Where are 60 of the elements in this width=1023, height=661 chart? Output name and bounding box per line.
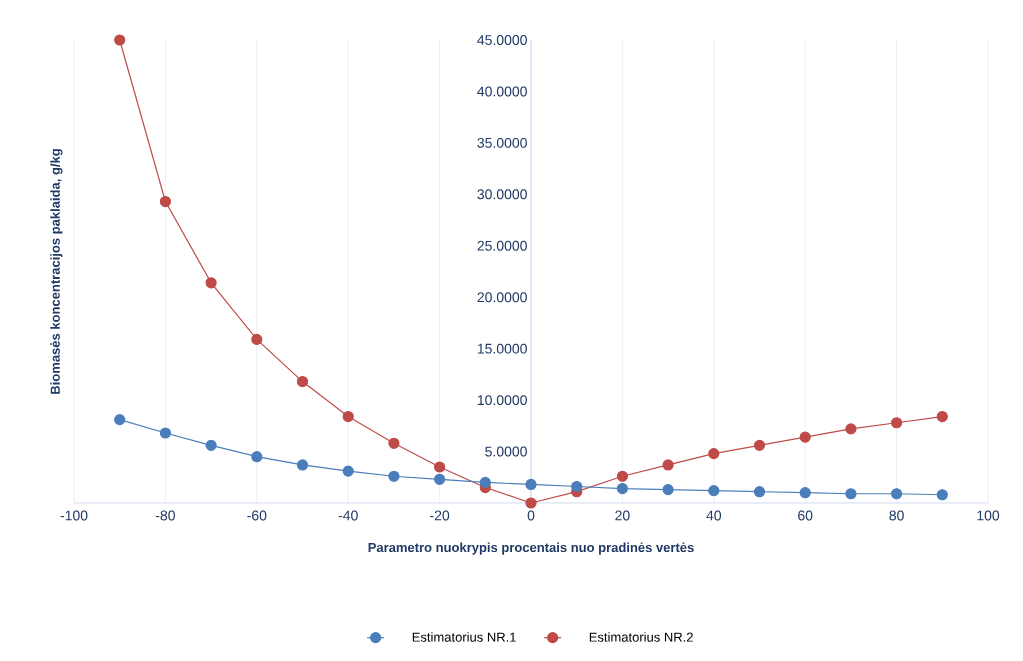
x-tick-label: -60 [247,510,267,521]
y-tick-label: 35.0000 [477,137,527,148]
point [114,414,126,426]
point [205,277,217,289]
x-tick-label: -80 [155,510,175,521]
point [799,487,811,499]
x-tick-label: 60 [798,510,813,521]
point [251,333,263,345]
y-tick-label: 15.0000 [477,343,527,354]
point [799,431,811,443]
point [571,480,583,493]
point [891,488,903,500]
point [388,437,400,449]
point [936,410,948,423]
point [479,476,491,489]
point [753,486,766,498]
x-tick-label: 20 [615,510,630,521]
y-tick-label: 5.0000 [485,446,527,457]
point [616,482,628,495]
x-tick-label: -100 [60,510,88,521]
point [159,427,172,439]
point [616,470,628,482]
point [388,470,400,482]
point [159,195,172,208]
y-tick-label: 25.0000 [477,240,527,251]
y-tick-label: 20.0000 [477,292,527,303]
legend-label: Estimatorius NR.1 [412,632,516,642]
y-tick-label: 10.0000 [477,395,527,406]
x-tick-label: 80 [889,510,904,521]
point [114,34,126,46]
point [891,417,903,429]
point [251,451,263,463]
point [296,375,309,388]
point [525,478,537,491]
x-tick-label: -40 [338,510,358,521]
point [434,461,446,473]
y-axis-title: Biomasės koncentracijos paklaida, g/kg [50,149,63,394]
legend-label: Estimatorius NR.2 [589,632,693,642]
point [662,484,674,496]
point [936,489,948,501]
point [708,485,720,497]
x-tick-label: 40 [706,510,722,521]
point [205,439,217,451]
point [708,448,720,460]
y-tick-label: 30.0000 [477,189,527,200]
point [342,410,354,423]
point [845,488,857,500]
x-tick-label: 0 [527,510,535,521]
point [753,439,766,451]
point [342,465,354,477]
point [845,423,857,435]
point [525,497,537,509]
point [296,459,309,471]
y-tick-label: 45.0000 [477,35,527,45]
x-tick-label: 100 [977,510,1000,521]
x-tick-label: -20 [430,510,450,521]
point [662,459,674,471]
point [434,473,446,485]
y-tick-label: 40.0000 [477,86,527,97]
x-axis-title: Parametro nuokrypis procentais nuo pradinės vertės [368,542,694,555]
